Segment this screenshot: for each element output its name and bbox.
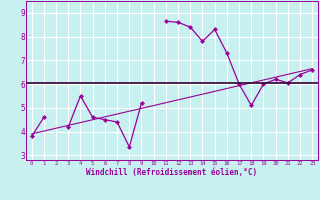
X-axis label: Windchill (Refroidissement éolien,°C): Windchill (Refroidissement éolien,°C) bbox=[86, 168, 258, 177]
